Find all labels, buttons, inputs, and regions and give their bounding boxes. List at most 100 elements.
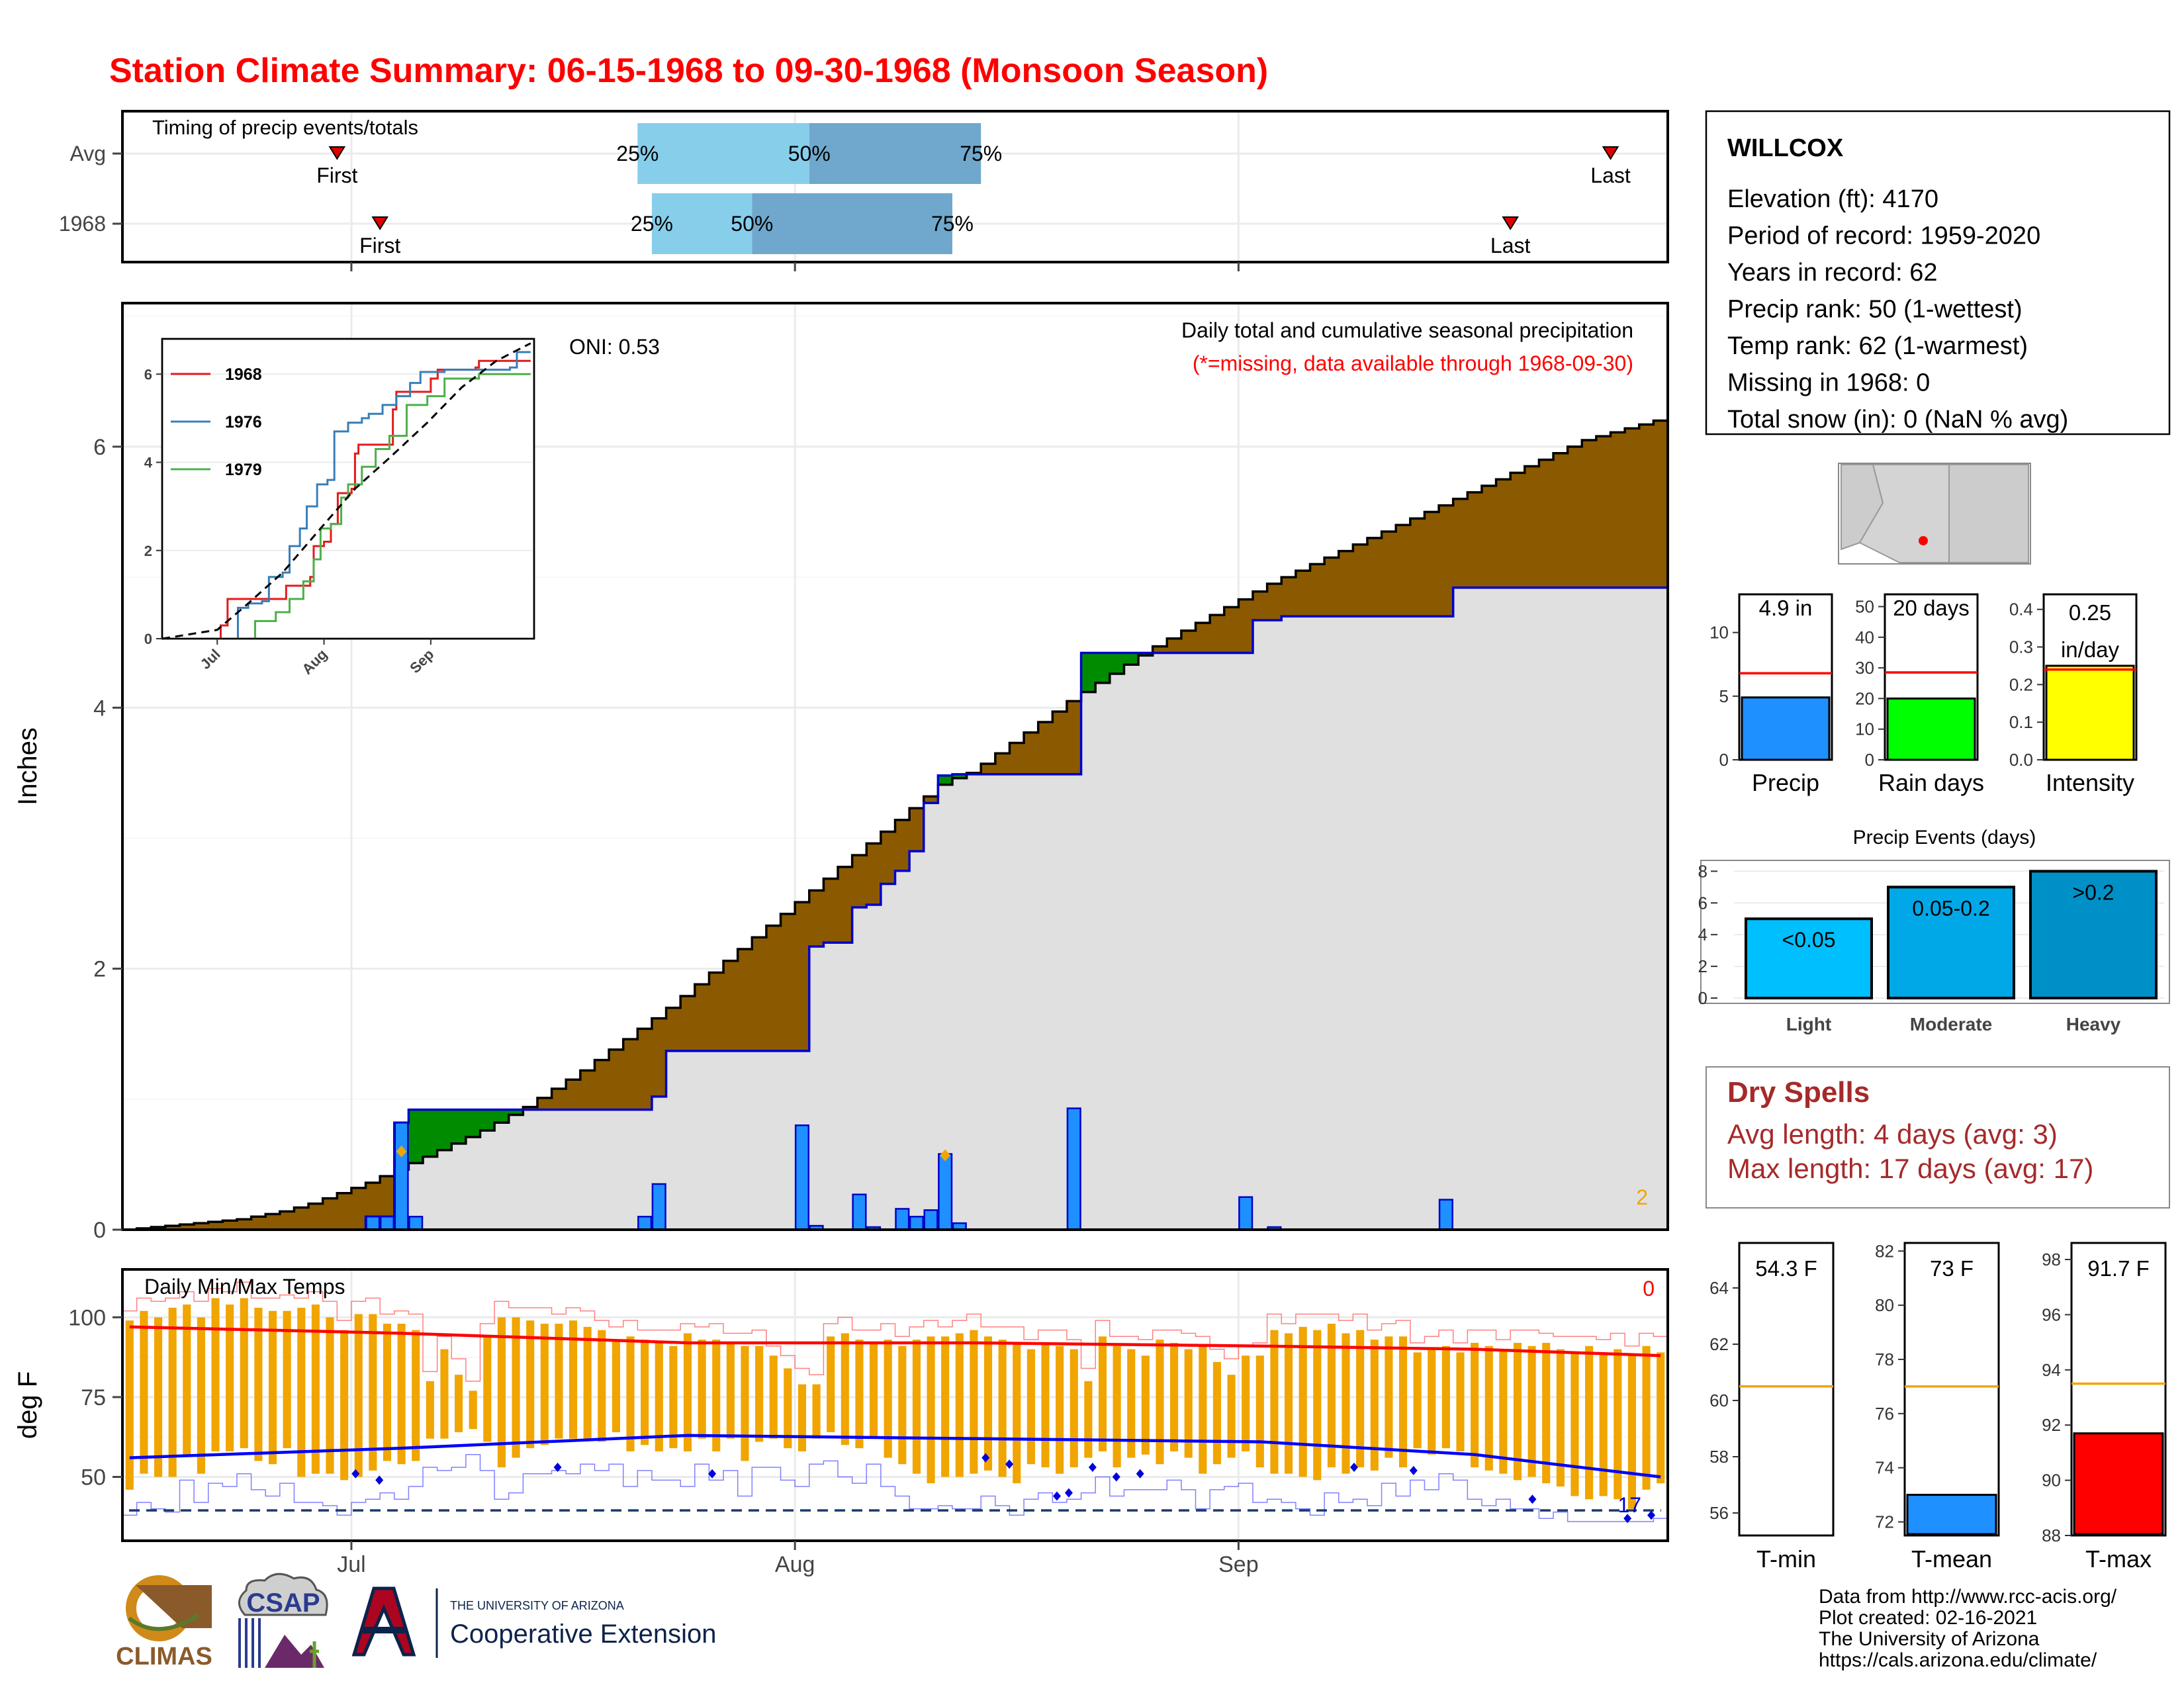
station-name: WILLCOX: [1727, 134, 1844, 162]
deficit-area: [866, 843, 882, 905]
daily-temp-bar: [1484, 1346, 1493, 1471]
deficit-area: [752, 937, 767, 1051]
surplus-area: [480, 1109, 495, 1131]
events-bar-label: <0.05: [1782, 928, 1836, 952]
deficit-area: [709, 972, 724, 1051]
deficit-area: [1281, 577, 1297, 617]
deficit-area: [1567, 446, 1582, 588]
surplus-area: [1109, 653, 1125, 674]
deficit-area: [594, 1060, 610, 1110]
surplus-area: [1095, 653, 1111, 683]
deficit-area: [823, 878, 839, 943]
missing-data-marker: [396, 1145, 407, 1158]
daily-temp-bar: [712, 1340, 721, 1451]
deficit-area: [694, 984, 710, 1051]
precip-panel: Inches 0 2 4 6 Daily total and cumulative s…: [13, 302, 1669, 1243]
daily-precip-bar: [408, 1216, 424, 1231]
cumulative-average-line: [122, 419, 1668, 1231]
daily-temp-bar: [998, 1340, 1007, 1477]
daily-temp-bar: [898, 1346, 907, 1465]
summary-ytick-label: 0.3: [2009, 637, 2033, 657]
deficit-area: [551, 1089, 567, 1110]
daily-temp-bar: [469, 1391, 477, 1430]
inset-legend-label: 1976: [225, 413, 262, 432]
timing-panel: Timing of precip events/totals Avg 1968 …: [59, 110, 1669, 271]
deficit-area: [766, 925, 782, 1051]
avg-max-temp-line: [129, 1325, 1661, 1357]
locator-map: [1838, 463, 2031, 565]
missing-count: 2: [1636, 1185, 1648, 1209]
surplus-area: [508, 1109, 523, 1115]
surplus-area: [451, 1109, 467, 1144]
daily-temp-bar: [812, 1384, 821, 1439]
daily-temp-bar: [1298, 1326, 1307, 1477]
climas-logo-text: CLIMAS: [116, 1643, 212, 1670]
daily-temp-bar: [1642, 1346, 1651, 1490]
inset-series-1979: [162, 373, 531, 640]
daily-temp-bar: [941, 1336, 950, 1477]
daily-temp-bar: [769, 1355, 778, 1439]
timing-bar-q25-q50: [637, 123, 809, 184]
temp-xtick-label: Jul: [337, 1552, 365, 1577]
daily-temp-bar: [655, 1342, 663, 1451]
daily-temp-bar: [1441, 1346, 1450, 1449]
daily-temp-bar: [540, 1324, 549, 1445]
record-low-marker: [1005, 1459, 1014, 1469]
surplus-area: [423, 1109, 438, 1157]
record-low-marker: [1647, 1510, 1656, 1520]
credit-line-1: Data from http://www.rcc-acis.org/: [1819, 1586, 2117, 1608]
summary-category-label: Intensity: [2046, 769, 2134, 796]
deficit-area: [322, 1198, 338, 1230]
deficit-area: [666, 1007, 681, 1051]
avg-min-temp-line: [129, 1434, 1661, 1479]
summary-ytick-label: 30: [1855, 658, 1874, 678]
summary-bar-precip: [1741, 696, 1831, 761]
timing-first-label: First: [359, 234, 400, 257]
record-low-marker: [1528, 1494, 1537, 1504]
daily-precip-bar: [365, 1216, 381, 1231]
summary-ytick-label: 10: [1709, 623, 1729, 643]
deficit-area: [365, 1183, 381, 1217]
temp-summary-ytick-label: 82: [1875, 1241, 1894, 1261]
deficit-area: [1224, 607, 1239, 653]
summary-ytick-label: 0.2: [2009, 674, 2033, 694]
daily-temp-bar: [326, 1317, 334, 1474]
daily-temp-bar: [1614, 1349, 1622, 1500]
daily-temp-bar: [1227, 1375, 1236, 1458]
events-ytick-label: 2: [1698, 956, 1707, 976]
summary-value-label: 20 days: [1893, 596, 1970, 620]
temp-xtick-label: Sep: [1218, 1552, 1259, 1577]
daily-temp-bar: [1127, 1349, 1136, 1458]
daily-precip-bar: [637, 1216, 653, 1231]
daily-temp-bar: [927, 1336, 935, 1484]
daily-temp-bar: [1370, 1340, 1379, 1471]
record-low-marker: [351, 1469, 360, 1479]
csap-logo-text: CSAP: [246, 1588, 320, 1618]
daily-temp-bar: [1599, 1352, 1608, 1496]
deficit-area: [838, 866, 853, 943]
daily-temp-bar: [455, 1375, 463, 1432]
inset-legend-label: 1968: [225, 365, 262, 384]
events-category-label: Heavy: [2066, 1014, 2121, 1034]
station-line: Elevation (ft): 4170: [1727, 185, 1938, 213]
timing-first-label: First: [316, 163, 357, 187]
events-bar-label: 0.05-0.2: [1912, 896, 1989, 920]
daily-temp-bar: [1156, 1340, 1164, 1465]
daily-temp-bar: [168, 1307, 177, 1477]
daily-temp-bar: [1527, 1346, 1536, 1477]
precip-ytick-label: 6: [93, 435, 106, 460]
deficit-area: [1066, 701, 1082, 774]
timing-bar-q50-q75: [752, 193, 952, 254]
daily-precip-bar: [394, 1122, 409, 1231]
deficit-area: [981, 764, 996, 774]
timing-first-marker: [328, 146, 346, 160]
daily-temp-bar: [1657, 1352, 1665, 1484]
daily-temp-bar: [154, 1317, 163, 1477]
daily-temp-bar: [283, 1310, 291, 1449]
precip-events-chart: Precip Events (days) 0 2 4 6 8 <0.05 Light 0.0…: [1698, 827, 2170, 1034]
daily-temp-bar: [140, 1310, 148, 1474]
daily-precip-bar: [923, 1209, 938, 1231]
deficit-area: [1467, 492, 1482, 588]
record-low-marker: [1136, 1469, 1144, 1479]
